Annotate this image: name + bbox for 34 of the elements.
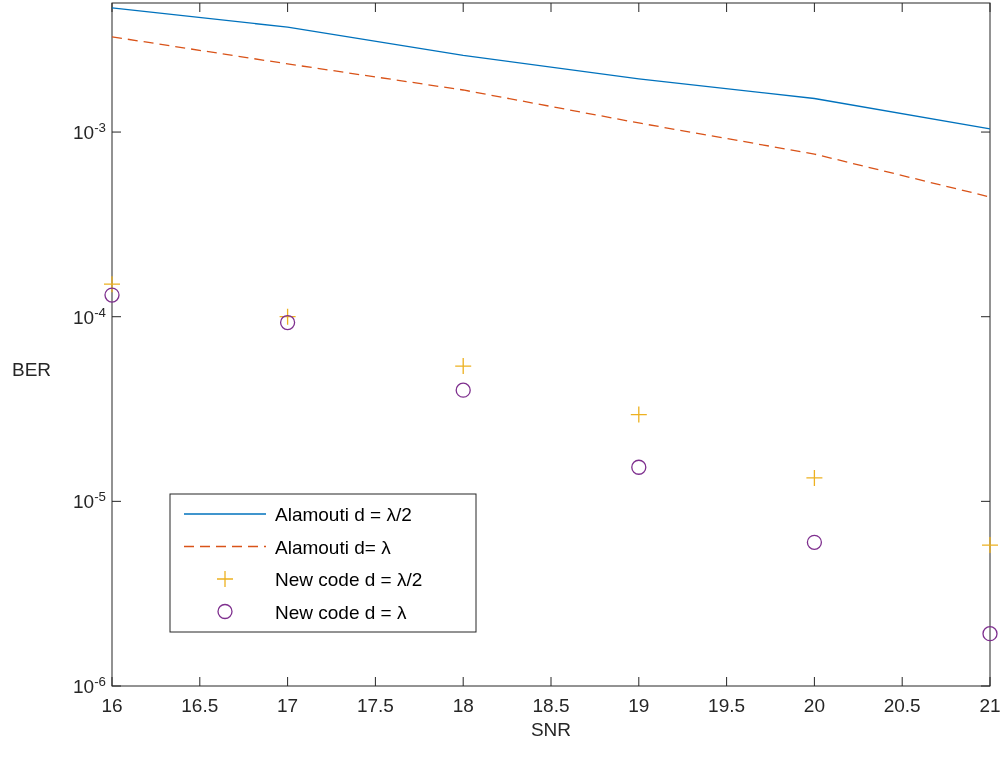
x-tick-label: 21 [979, 695, 1001, 716]
x-tick-label: 20.5 [883, 695, 921, 716]
x-tick-label: 20 [803, 695, 825, 716]
line-series [111, 7, 991, 130]
point [279, 314, 296, 331]
x-tick-label: 18.5 [532, 695, 570, 716]
point [104, 287, 120, 303]
legend-label: Alamouti d= λ [275, 536, 392, 558]
x-tick-label: 17.5 [356, 695, 394, 716]
legend-label: New code d = λ [275, 601, 407, 623]
x-tick-label: 19.5 [708, 695, 746, 716]
x-tick-label: 16 [101, 695, 123, 716]
point [455, 382, 471, 398]
legend-label: New code d = λ/2 [275, 569, 423, 590]
point [630, 405, 648, 424]
y-tick-label: 10$^{-3}$ [73, 119, 106, 144]
x-tick-label: 17 [277, 695, 299, 716]
point [806, 534, 823, 550]
point [981, 536, 999, 554]
point [982, 626, 998, 642]
point [631, 459, 647, 475]
y-axis-title: BER [12, 359, 52, 380]
point [278, 308, 297, 326]
point [805, 469, 824, 487]
point [103, 275, 121, 293]
x-axis-title: SNR [530, 719, 572, 740]
x-tick-label: 16.5 [181, 695, 219, 716]
y-tick-label: 10$^{-4}$ [73, 304, 106, 328]
point [454, 357, 472, 375]
x-tick-label: 19 [628, 695, 650, 716]
legend-label: Alamouti d = λ/2 [275, 504, 412, 525]
x-tick-label: 18 [452, 695, 474, 716]
y-tick-label: 10$^{-5}$ [73, 488, 106, 513]
y-tick-label: 10$^{-6}$ [73, 673, 106, 697]
